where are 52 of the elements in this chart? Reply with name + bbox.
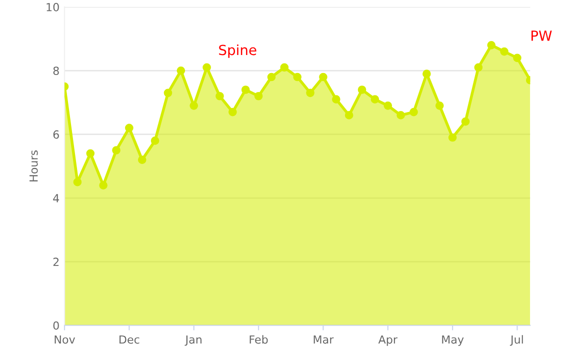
point bbox=[73, 178, 82, 186]
y-tick-label: 0 bbox=[53, 321, 59, 330]
point bbox=[370, 95, 380, 104]
point bbox=[344, 111, 354, 120]
x-tick-label: Jan bbox=[184, 335, 202, 346]
point bbox=[410, 108, 418, 116]
point bbox=[280, 63, 289, 72]
point bbox=[474, 63, 483, 72]
y-tick-label: 2 bbox=[53, 258, 59, 266]
point bbox=[267, 72, 276, 82]
x-tick-label: May bbox=[442, 335, 464, 346]
point bbox=[150, 136, 160, 145]
point bbox=[422, 70, 431, 78]
y-tick-label: 8 bbox=[53, 66, 59, 76]
point bbox=[435, 102, 444, 110]
point bbox=[461, 117, 470, 126]
point bbox=[293, 72, 302, 82]
point bbox=[190, 102, 198, 110]
x-tick-label: Dec bbox=[120, 335, 140, 344]
point bbox=[319, 72, 328, 82]
x-tick-label: Apr bbox=[378, 335, 398, 346]
annotation: Spine bbox=[219, 44, 256, 58]
point bbox=[112, 146, 120, 154]
point bbox=[99, 181, 108, 190]
point bbox=[138, 156, 146, 164]
x-tick-label: Nov bbox=[54, 335, 76, 344]
y-axis-title: Hours bbox=[30, 150, 38, 182]
point bbox=[86, 149, 95, 158]
point bbox=[202, 63, 211, 72]
point bbox=[306, 88, 314, 98]
x-tick-label: Jul bbox=[510, 335, 523, 346]
point bbox=[332, 95, 340, 104]
point bbox=[513, 54, 522, 62]
point bbox=[125, 124, 134, 132]
point bbox=[487, 41, 496, 50]
point bbox=[358, 86, 366, 94]
point bbox=[241, 86, 250, 94]
x-tick-label: Mar bbox=[314, 335, 334, 344]
x-tick-label: Feb bbox=[250, 335, 268, 344]
y-tick-label: 4 bbox=[53, 194, 60, 202]
point bbox=[500, 47, 508, 56]
point bbox=[216, 92, 224, 100]
y-tick-label: 10 bbox=[46, 2, 59, 12]
point bbox=[176, 66, 186, 75]
point bbox=[396, 111, 405, 120]
point bbox=[254, 92, 263, 100]
text: PW bbox=[532, 30, 552, 41]
point bbox=[164, 88, 172, 98]
y-tick-label: 6 bbox=[53, 130, 59, 139]
point bbox=[448, 133, 457, 142]
point bbox=[384, 102, 392, 110]
point bbox=[228, 108, 237, 116]
